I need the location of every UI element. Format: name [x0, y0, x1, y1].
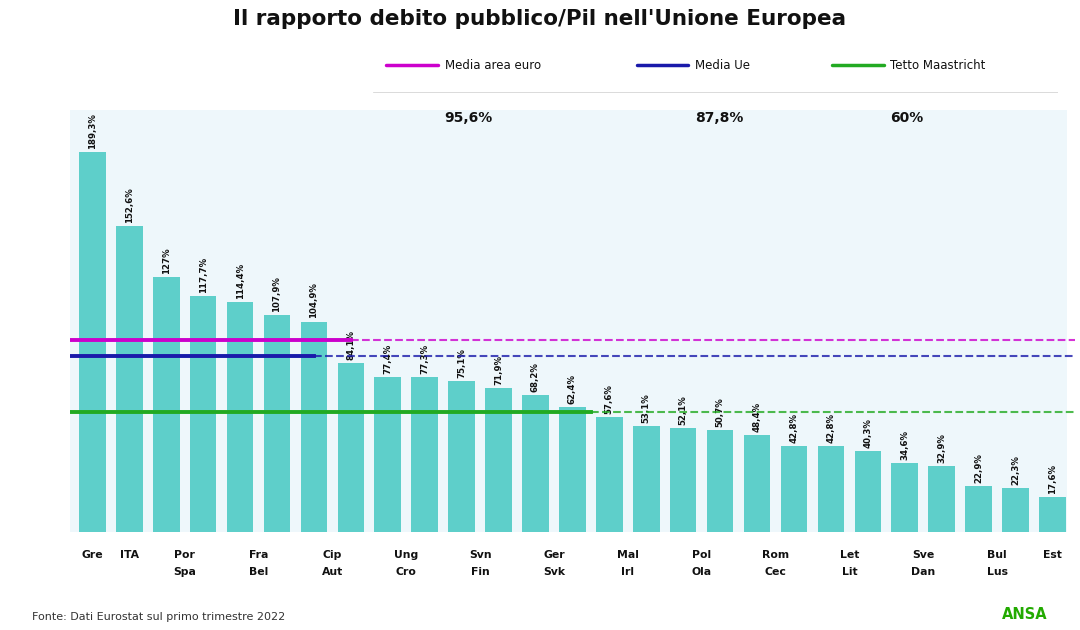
Text: Spa: Spa: [173, 566, 197, 576]
Text: Por: Por: [174, 551, 195, 561]
Text: 42,8%: 42,8%: [826, 413, 836, 444]
Bar: [854, 451, 881, 532]
Bar: [300, 321, 327, 532]
Text: 71,9%: 71,9%: [494, 355, 503, 385]
Text: 87,8%: 87,8%: [694, 111, 743, 125]
Text: 22,3%: 22,3%: [1011, 455, 1020, 484]
Text: Cip: Cip: [323, 551, 342, 561]
Text: Ola: Ola: [691, 566, 712, 576]
Bar: [596, 416, 622, 532]
Text: 40,3%: 40,3%: [863, 418, 873, 449]
Bar: [190, 295, 216, 532]
Text: 42,8%: 42,8%: [789, 413, 798, 444]
Text: Bul: Bul: [987, 551, 1007, 561]
Text: Irl: Irl: [621, 566, 634, 576]
Bar: [1002, 488, 1029, 532]
Bar: [227, 302, 254, 532]
Bar: [264, 316, 291, 532]
Bar: [448, 381, 475, 532]
Text: 114,4%: 114,4%: [235, 263, 244, 299]
Text: 32,9%: 32,9%: [937, 433, 946, 463]
Text: Ger: Ger: [543, 551, 565, 561]
Text: Media area euro: Media area euro: [445, 59, 541, 72]
Bar: [966, 486, 991, 532]
Text: Est: Est: [1043, 551, 1062, 561]
Text: ANSA: ANSA: [1002, 607, 1048, 622]
Bar: [485, 388, 512, 532]
Text: 17,6%: 17,6%: [1048, 464, 1057, 494]
Bar: [411, 377, 438, 532]
Text: Lit: Lit: [841, 566, 858, 576]
Text: 48,4%: 48,4%: [753, 402, 761, 432]
Text: Let: Let: [839, 551, 859, 561]
Text: 152,6%: 152,6%: [125, 187, 134, 222]
Bar: [153, 277, 179, 532]
Text: 84,1%: 84,1%: [347, 330, 355, 360]
Text: 53,1%: 53,1%: [642, 393, 651, 423]
Text: Tetto Maastricht: Tetto Maastricht: [890, 59, 986, 72]
Text: Aut: Aut: [322, 566, 343, 576]
Text: Bel: Bel: [248, 566, 268, 576]
Text: Rom: Rom: [761, 551, 789, 561]
Text: 104,9%: 104,9%: [309, 283, 319, 319]
Text: Sve: Sve: [913, 551, 934, 561]
Bar: [375, 377, 401, 532]
Text: Pol: Pol: [692, 551, 712, 561]
Text: Fonte: Dati Eurostat sul primo trimestre 2022: Fonte: Dati Eurostat sul primo trimestre…: [32, 612, 285, 622]
Bar: [559, 407, 585, 532]
Text: 95,6%: 95,6%: [445, 111, 492, 125]
Text: 189,3%: 189,3%: [87, 113, 97, 149]
Text: Il rapporto debito pubblico/Pil nell'Unione Europea: Il rapporto debito pubblico/Pil nell'Uni…: [233, 9, 847, 30]
Text: 75,1%: 75,1%: [457, 348, 467, 379]
Text: Gre: Gre: [82, 551, 104, 561]
Text: ITA: ITA: [120, 551, 139, 561]
Text: 57,6%: 57,6%: [605, 384, 613, 413]
Text: Mal: Mal: [617, 551, 638, 561]
Text: Media Ue: Media Ue: [694, 59, 750, 72]
Bar: [891, 463, 918, 532]
Text: Cec: Cec: [765, 566, 786, 576]
Bar: [670, 428, 697, 532]
Text: Svn: Svn: [469, 551, 491, 561]
Bar: [338, 364, 364, 532]
Text: Svk: Svk: [543, 566, 565, 576]
Bar: [116, 226, 143, 532]
Text: 62,4%: 62,4%: [568, 374, 577, 404]
Text: 60%: 60%: [890, 111, 923, 125]
Text: Ung: Ung: [394, 551, 418, 561]
Bar: [633, 426, 660, 532]
Text: Fra: Fra: [248, 551, 268, 561]
Bar: [781, 446, 807, 532]
Bar: [706, 430, 733, 532]
Text: 52,1%: 52,1%: [678, 395, 688, 425]
Bar: [744, 435, 770, 532]
Bar: [523, 395, 549, 532]
Text: Cro: Cro: [395, 566, 417, 576]
Text: Lus: Lus: [986, 566, 1008, 576]
Text: 34,6%: 34,6%: [901, 430, 909, 460]
Bar: [1039, 497, 1066, 532]
Text: Fin: Fin: [471, 566, 489, 576]
Text: 107,9%: 107,9%: [272, 277, 282, 312]
Text: 68,2%: 68,2%: [531, 362, 540, 392]
Text: 77,4%: 77,4%: [383, 343, 392, 374]
Text: 117,7%: 117,7%: [199, 256, 207, 293]
Bar: [929, 466, 955, 532]
Bar: [818, 446, 845, 532]
Text: 127%: 127%: [162, 248, 171, 274]
Text: 22,9%: 22,9%: [974, 454, 983, 483]
Text: Dan: Dan: [912, 566, 935, 576]
Text: 77,3%: 77,3%: [420, 344, 429, 374]
Text: 50,7%: 50,7%: [716, 398, 725, 427]
Bar: [79, 152, 106, 532]
